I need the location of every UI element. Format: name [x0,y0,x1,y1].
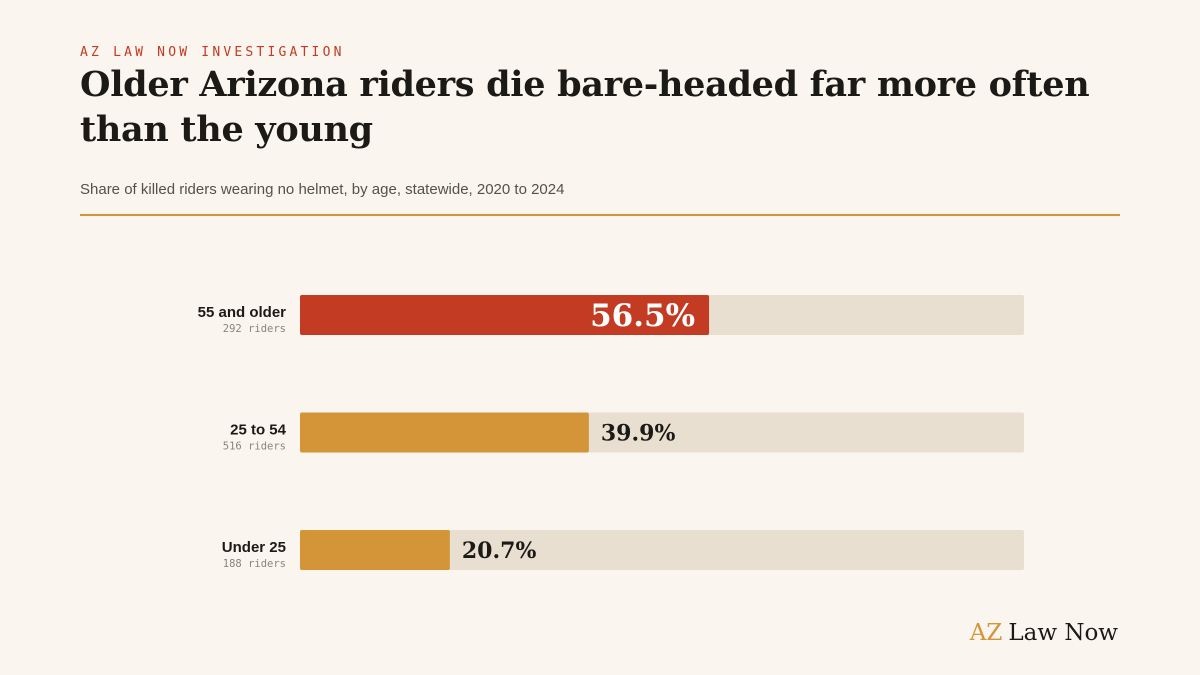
brand-logo-accent: AZ [969,620,1003,646]
category-label: Under 25 [222,539,286,556]
chart-title: Older Arizona riders die bare-headed far… [80,64,1090,150]
bar-track [300,530,1024,570]
brand-logo-text: Law Now [1008,620,1118,646]
bar [300,530,450,570]
category-label: 25 to 54 [230,422,287,439]
value-label: 20.7% [462,538,537,564]
header-divider [80,214,1120,216]
bar [300,295,710,335]
value-label: 39.9% [601,421,676,447]
kicker: AZ LAW NOW INVESTIGATION [80,45,345,60]
bar [300,412,589,453]
sample-size-label: 188 riders [223,558,286,570]
category-label: 55 and older [198,304,287,321]
brand-logo: AZ Law Now [970,620,1118,646]
chart-subtitle: Share of killed riders wearing no helmet… [80,181,565,198]
sample-size-label: 516 riders [223,441,286,453]
value-label: 56.5% [590,298,695,334]
sample-size-label: 292 riders [223,323,286,335]
